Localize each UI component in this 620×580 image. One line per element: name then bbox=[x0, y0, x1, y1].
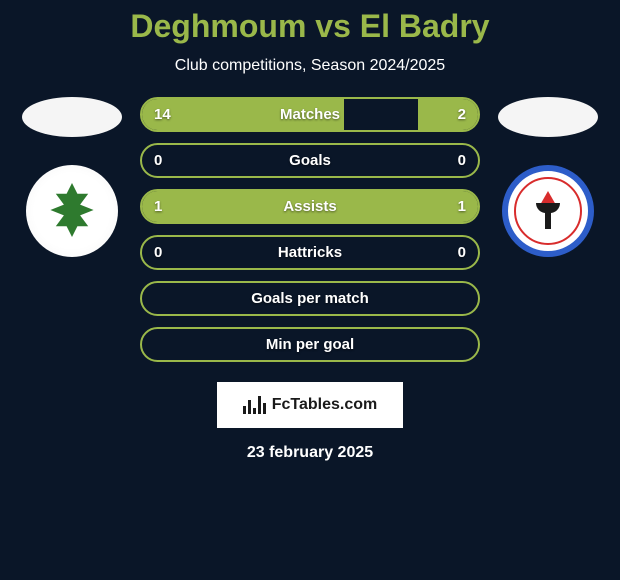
footer: FcTables.com 23 february 2025 bbox=[217, 382, 404, 462]
subtitle: Club competitions, Season 2024/2025 bbox=[175, 57, 445, 75]
stat-label: Matches bbox=[142, 106, 478, 123]
stat-label: Hattricks bbox=[142, 244, 478, 261]
stat-label: Assists bbox=[142, 198, 478, 215]
stats-column: 142Matches 00Goals 11Assists 00Hattricks Goa… bbox=[140, 97, 480, 362]
stat-bar: Min per goal bbox=[140, 327, 480, 362]
comparison-row: 142Matches 00Goals 11Assists 00Hattricks Goa… bbox=[0, 97, 620, 362]
page-title: Deghmoum vs El Badry bbox=[130, 8, 489, 45]
stat-bar: 00Hattricks bbox=[140, 235, 480, 270]
chart-icon bbox=[243, 396, 266, 414]
torch-icon bbox=[537, 193, 559, 229]
logo-text: FcTables.com bbox=[272, 396, 378, 414]
stat-bar: 142Matches bbox=[140, 97, 480, 132]
left-player-column bbox=[22, 97, 122, 257]
right-player-avatar bbox=[498, 97, 598, 137]
right-player-column bbox=[498, 97, 598, 257]
fctables-logo-link[interactable]: FcTables.com bbox=[217, 382, 404, 428]
stat-bar: 00Goals bbox=[140, 143, 480, 178]
right-club-badge bbox=[502, 165, 594, 257]
stat-label: Min per goal bbox=[142, 336, 478, 353]
comparison-card: Deghmoum vs El Badry Club competitions, … bbox=[0, 0, 620, 462]
stat-label: Goals per match bbox=[142, 290, 478, 307]
left-player-avatar bbox=[22, 97, 122, 137]
left-club-badge bbox=[26, 165, 118, 257]
stat-bar: Goals per match bbox=[140, 281, 480, 316]
stat-bar: 11Assists bbox=[140, 189, 480, 224]
date-text: 23 february 2025 bbox=[247, 444, 373, 462]
stat-label: Goals bbox=[142, 152, 478, 169]
